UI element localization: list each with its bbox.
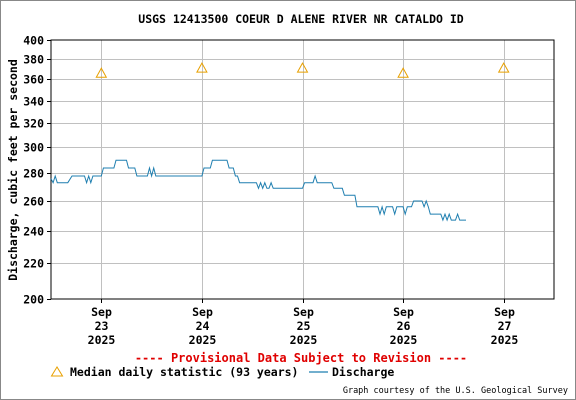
- x-tick-label: 2025: [88, 333, 116, 347]
- y-axis-label: Discharge, cubic feet per second: [6, 59, 20, 281]
- grid: [51, 40, 554, 299]
- legend-median-icon: [50, 366, 64, 377]
- y-tick-label: 240: [23, 225, 44, 239]
- y-tick-label: 340: [23, 95, 44, 109]
- median-marker: [95, 67, 108, 78]
- median-marker: [497, 62, 510, 73]
- y-tick-label: 320: [23, 117, 44, 131]
- chart-title: USGS 12413500 COEUR D ALENE RIVER NR CAT…: [138, 12, 463, 26]
- x-tick-label: 27: [498, 319, 512, 333]
- x-axis-ticks: Sep232025Sep242025Sep252025Sep262025Sep2…: [88, 299, 519, 347]
- y-tick-label: 260: [23, 195, 44, 209]
- y-tick-label: 200: [23, 293, 44, 307]
- provisional-note: ---- Provisional Data Subject to Revisio…: [135, 351, 467, 365]
- x-tick-label: Sep: [91, 305, 112, 319]
- x-tick-label: 2025: [290, 333, 318, 347]
- y-tick-label: 220: [23, 257, 44, 271]
- legend-median-label: Median daily statistic (93 years): [70, 365, 298, 379]
- y-tick-label: 280: [23, 167, 44, 181]
- x-tick-label: 23: [95, 319, 109, 333]
- x-tick-label: Sep: [192, 305, 213, 319]
- median-marker: [397, 67, 409, 78]
- x-tick-label: Sep: [494, 305, 515, 319]
- x-tick-label: 24: [196, 319, 210, 333]
- x-tick-label: Sep: [293, 305, 314, 319]
- legend-discharge-label: Discharge: [332, 365, 394, 379]
- x-tick-label: 26: [397, 319, 411, 333]
- x-tick-label: Sep: [393, 305, 414, 319]
- x-tick-label: 2025: [189, 333, 217, 347]
- y-tick-label: 300: [23, 141, 44, 155]
- y-tick-label: 400: [23, 34, 44, 48]
- credit-note: Graph courtesy of the U.S. Geological Su…: [343, 386, 568, 396]
- median-marker: [296, 62, 309, 73]
- legend: Median daily statistic (93 years) Discha…: [50, 365, 394, 379]
- y-tick-label: 380: [23, 53, 44, 67]
- y-axis-ticks: 200 220 240 260 280 300 320 340 360 380 400: [23, 34, 51, 307]
- discharge-line: [50, 159, 466, 222]
- x-tick-label: 2025: [491, 333, 519, 347]
- x-tick-label: 2025: [390, 333, 418, 347]
- x-tick-label: 25: [297, 319, 311, 333]
- median-marker: [196, 62, 208, 73]
- plot-border: [50, 39, 555, 300]
- series: [50, 62, 510, 222]
- y-tick-label: 360: [23, 73, 44, 87]
